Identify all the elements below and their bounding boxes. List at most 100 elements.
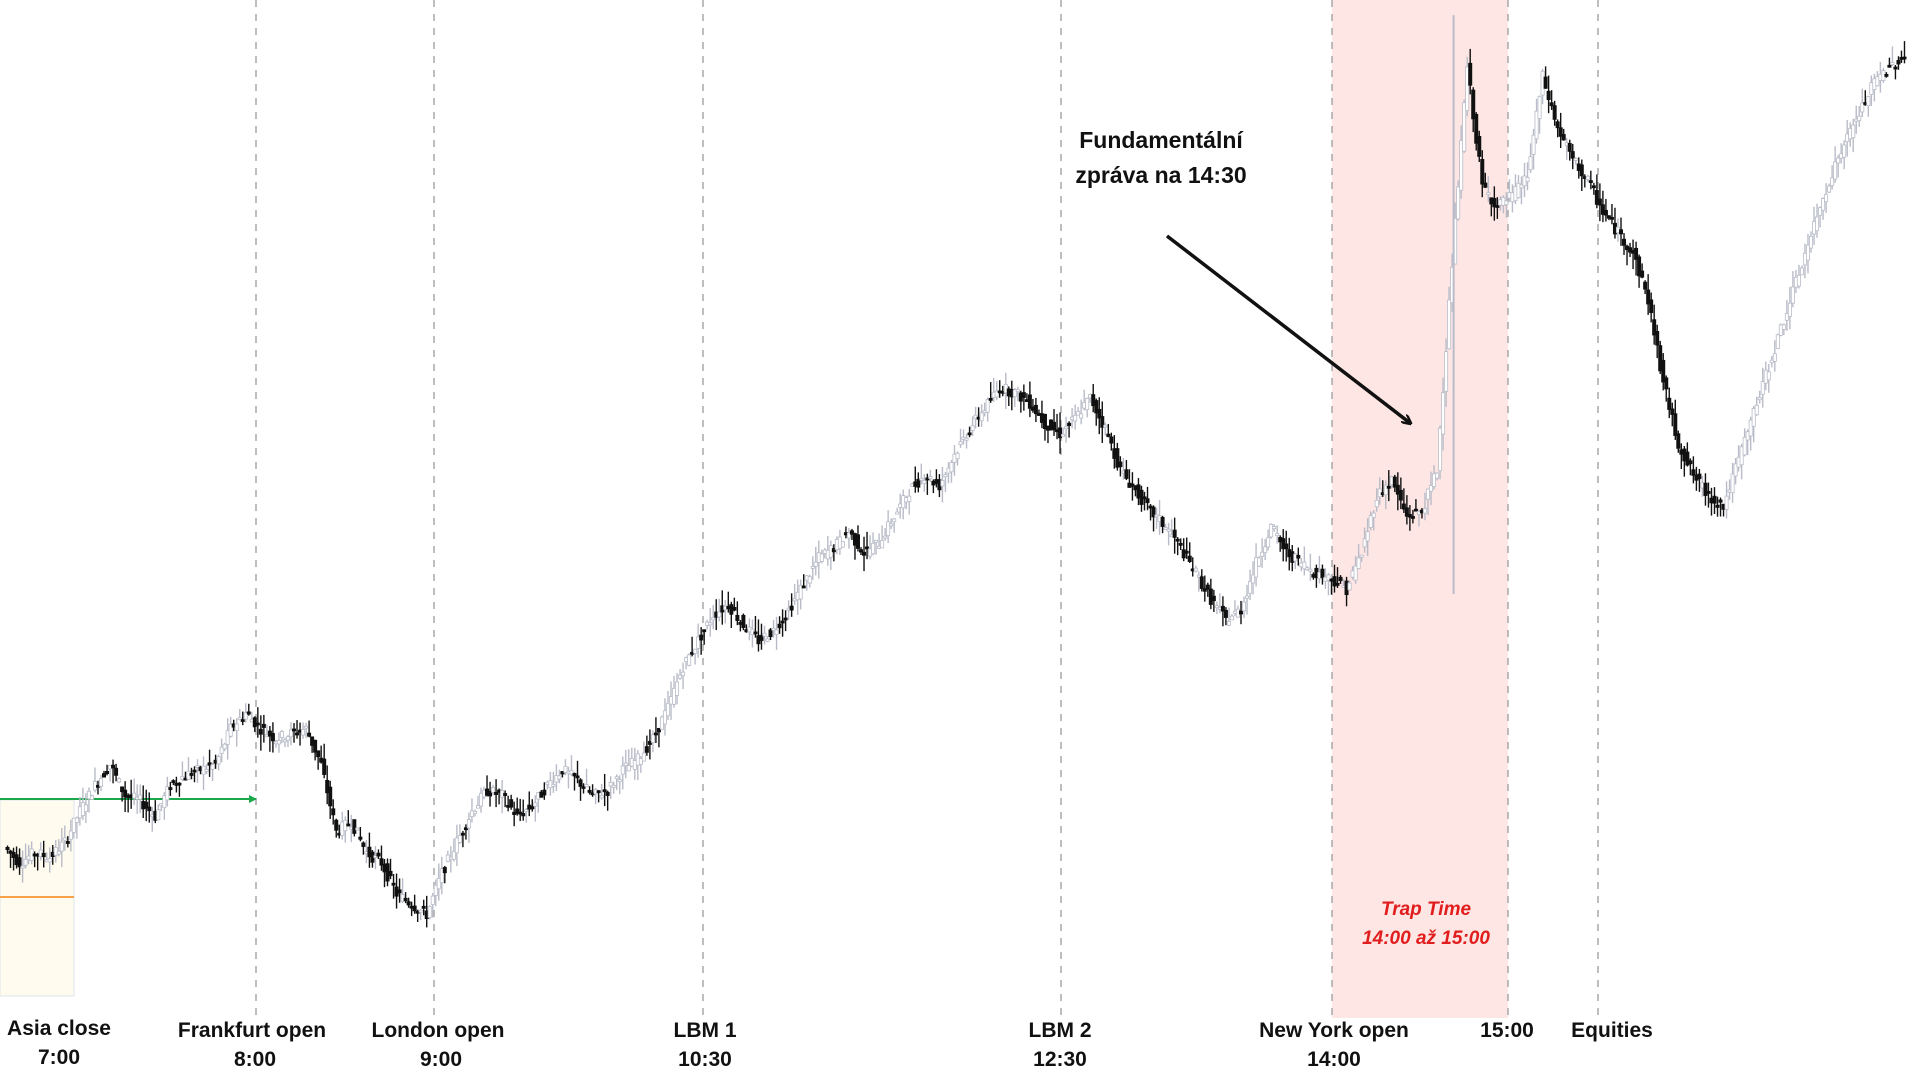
candle-body	[23, 858, 28, 866]
candle-body	[650, 734, 655, 743]
candle-body	[1425, 488, 1430, 500]
candle-body	[696, 636, 701, 649]
candle-body	[801, 585, 806, 589]
candle-body	[1809, 235, 1814, 249]
candle-body	[65, 841, 70, 844]
candle-body	[86, 790, 91, 800]
candle-body	[307, 732, 312, 737]
candle-body	[1178, 542, 1183, 546]
candle-body	[967, 432, 972, 436]
candle-body	[1308, 568, 1313, 572]
candle-body	[1688, 460, 1693, 465]
candle-body	[361, 842, 366, 847]
candle-body	[1549, 102, 1554, 107]
candle-body	[1248, 581, 1253, 594]
candle-body	[1223, 609, 1228, 618]
candle-body	[1866, 96, 1871, 107]
candle-body	[1401, 503, 1406, 510]
candle-body	[1622, 238, 1627, 246]
candle-body	[871, 542, 876, 554]
candle-body	[1371, 512, 1376, 518]
candle-body	[147, 806, 152, 812]
candle-body	[1655, 330, 1660, 346]
candle-body	[1211, 595, 1216, 602]
candle-body	[1875, 76, 1880, 87]
candle-body	[542, 789, 547, 796]
candle-body	[1775, 334, 1780, 349]
candle-body	[1818, 207, 1823, 216]
candle-body	[225, 730, 230, 745]
candle-body	[168, 787, 173, 790]
candle-body	[711, 617, 716, 621]
candle-body	[478, 793, 483, 807]
candle-body	[970, 425, 975, 431]
candle-body	[17, 857, 22, 868]
candle-body	[1332, 576, 1337, 587]
candle-body	[346, 823, 351, 827]
candle-body	[1438, 427, 1443, 472]
candle-body	[1073, 414, 1078, 422]
candle-body	[1685, 451, 1690, 466]
candle-body	[1079, 413, 1084, 419]
candle-body	[1815, 216, 1820, 232]
candle-body	[1229, 615, 1234, 621]
candle-body	[1643, 281, 1648, 290]
candle-body	[783, 617, 788, 621]
candle-body	[919, 477, 924, 481]
candle-body	[123, 789, 128, 798]
candle-body	[771, 627, 776, 631]
candle-body	[1528, 156, 1533, 171]
candle-body	[780, 620, 785, 624]
candle-body	[687, 654, 692, 666]
candle-body	[1751, 408, 1756, 427]
candle-body	[1742, 436, 1747, 456]
candle-body	[1413, 508, 1418, 512]
candle-body	[1269, 523, 1274, 538]
candle-body	[219, 746, 224, 754]
candle-body	[557, 775, 562, 780]
candle-body	[1302, 561, 1307, 570]
candle-body	[1184, 550, 1189, 554]
candle-body	[1383, 484, 1388, 496]
candle-body	[165, 786, 170, 801]
candle-body	[949, 462, 954, 473]
candle-body	[1609, 216, 1614, 220]
candle-body	[798, 584, 803, 600]
candle-body	[1661, 359, 1666, 383]
candle-body	[436, 878, 441, 890]
candle-body	[1395, 484, 1400, 495]
candle-body	[334, 819, 339, 831]
candle-body	[1296, 554, 1301, 559]
candle-body	[475, 805, 480, 809]
candle-body	[355, 827, 360, 831]
candle-body	[1052, 421, 1057, 431]
candle-body	[1570, 151, 1575, 159]
candle-body	[1305, 567, 1310, 571]
candle-body	[1603, 209, 1608, 216]
candle-body	[1459, 140, 1464, 191]
candle-body	[1585, 175, 1590, 180]
candle-body	[1567, 142, 1572, 152]
candle-body	[599, 794, 604, 799]
candle-body	[958, 441, 963, 445]
candle-body	[883, 535, 888, 539]
candle-body	[1893, 66, 1898, 70]
candle-body	[1537, 96, 1542, 119]
candle-body	[741, 614, 746, 628]
candle-body	[439, 868, 444, 884]
candle-body	[1124, 469, 1129, 479]
candle-body	[1887, 64, 1892, 68]
candle-body	[1251, 574, 1256, 584]
candle-body	[1061, 433, 1066, 437]
candle-body	[1015, 389, 1020, 392]
candle-body	[1673, 413, 1678, 436]
candle-body	[964, 437, 969, 441]
candle-body	[753, 631, 758, 635]
candle-body	[391, 882, 396, 886]
candle-body	[1347, 582, 1352, 591]
candle-body	[1392, 476, 1397, 488]
candle-body	[189, 773, 194, 776]
candle-body	[569, 769, 574, 775]
candle-body	[1432, 473, 1437, 488]
candle-body	[846, 532, 851, 539]
